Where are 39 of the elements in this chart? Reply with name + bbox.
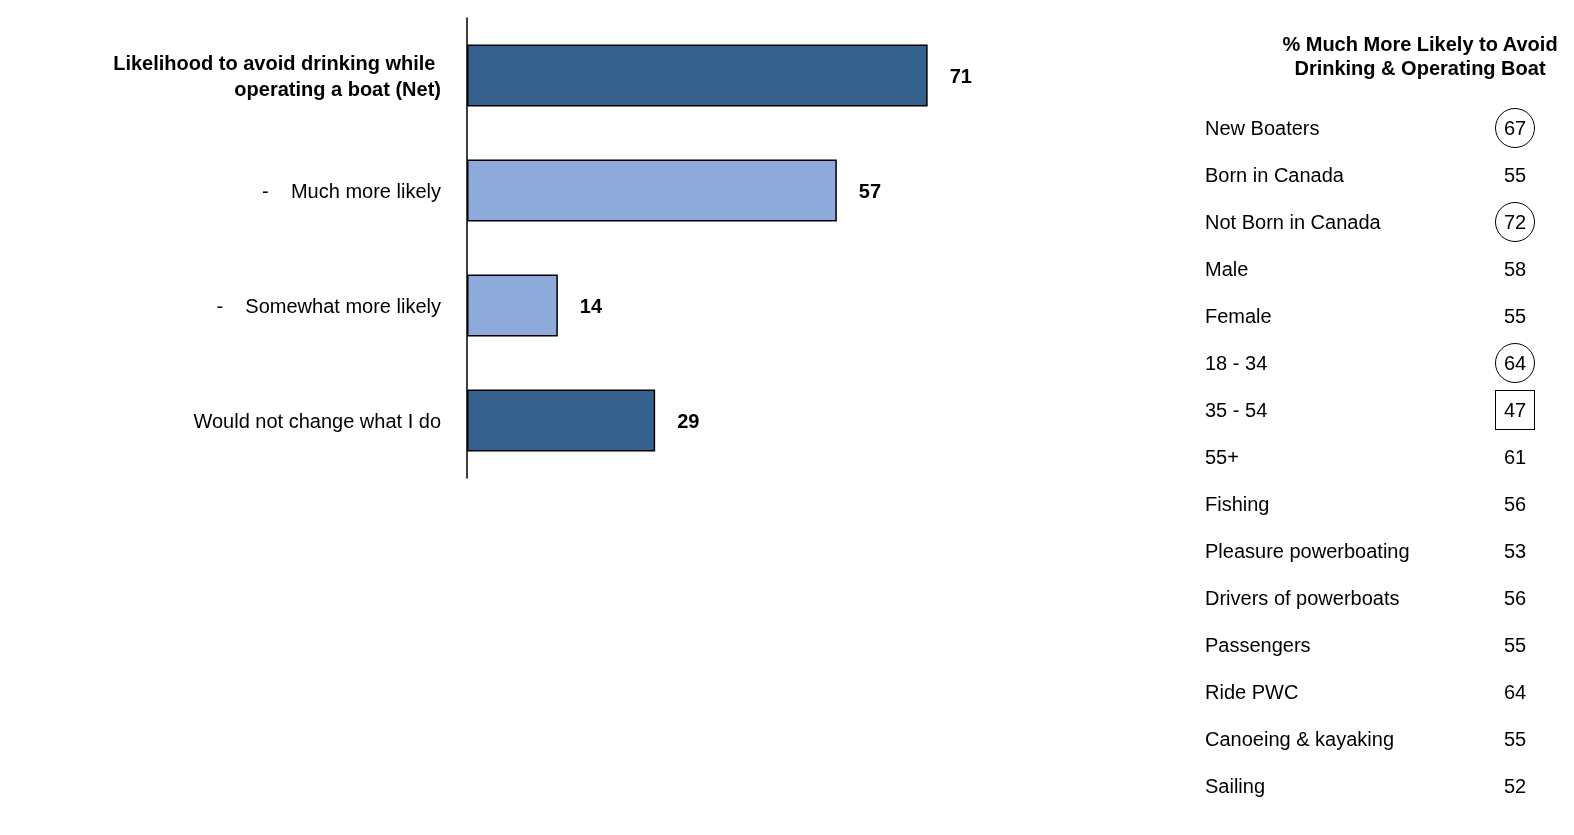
data-label: 67 xyxy=(1502,116,1528,140)
data-label: 53 xyxy=(1502,539,1528,563)
category-label: Canoeing & kayaking xyxy=(1205,727,1395,751)
y-tick-label: - Somewhat more likely xyxy=(216,294,441,317)
data-label: 57 xyxy=(858,179,882,202)
data-label: 71 xyxy=(949,64,972,87)
data-label: 56 xyxy=(1502,492,1528,516)
category-label: Fishing xyxy=(1205,492,1271,516)
data-label: 55 xyxy=(1502,304,1528,328)
data-label: 61 xyxy=(1502,445,1528,469)
category-label: Not Born in Canada xyxy=(1205,210,1382,234)
y-tick-label: - Much more likely xyxy=(262,179,441,202)
data-label: 58 xyxy=(1502,257,1528,281)
data-label: 72 xyxy=(1502,210,1528,234)
category-label: Drivers of powerboats xyxy=(1205,586,1401,610)
data-label: 14 xyxy=(579,294,603,317)
category-label: 55+ xyxy=(1205,445,1240,469)
category-label: Passengers xyxy=(1205,633,1312,657)
data-label: 52 xyxy=(1502,774,1528,798)
text: % Much More Likely to Avoid Drinking & Operating Boat xyxy=(1281,32,1559,81)
data-label: 64 xyxy=(1502,351,1528,375)
data-label: 29 xyxy=(677,409,700,432)
category-label: 18 - 34 xyxy=(1205,351,1269,375)
y-tick-label: Likelihood to avoid drinking while operating a boat (Net) xyxy=(113,51,441,100)
data-label: 47 xyxy=(1502,398,1528,422)
data-label: 64 xyxy=(1502,680,1528,704)
category-label: Male xyxy=(1205,257,1250,281)
y-tick-label: Would not change what I do xyxy=(193,409,441,432)
data-label: 55 xyxy=(1502,163,1528,187)
data-label: 55 xyxy=(1502,727,1528,751)
category-label: Female xyxy=(1205,304,1273,328)
category-label: Ride PWC xyxy=(1205,680,1300,704)
data-label: 56 xyxy=(1502,586,1528,610)
data-label: 55 xyxy=(1502,633,1528,657)
category-label: Pleasure powerboating xyxy=(1205,539,1411,563)
category-label: 35 - 54 xyxy=(1205,398,1269,422)
category-label: New Boaters xyxy=(1205,116,1321,140)
category-label: Sailing xyxy=(1205,774,1267,798)
category-label: Born in Canada xyxy=(1205,163,1345,187)
